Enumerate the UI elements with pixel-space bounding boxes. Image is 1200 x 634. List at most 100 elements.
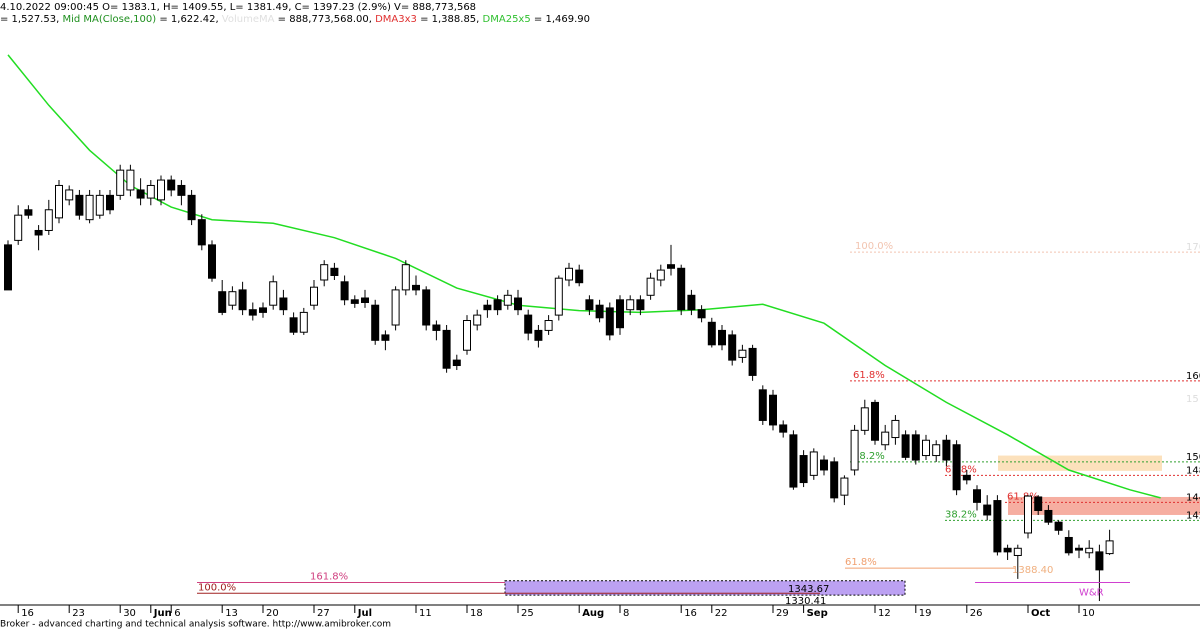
candle-body bbox=[728, 334, 737, 361]
candle-body bbox=[707, 321, 716, 346]
candle-body bbox=[248, 309, 257, 316]
candle-body bbox=[126, 169, 135, 191]
x-tick-label: Sep bbox=[807, 608, 828, 619]
candle-body bbox=[1024, 495, 1032, 534]
candle-body bbox=[687, 294, 696, 311]
candle-body bbox=[44, 209, 53, 231]
candle-body bbox=[361, 297, 369, 303]
candle-body bbox=[626, 299, 635, 311]
x-tick-label: 10 bbox=[1082, 608, 1095, 619]
header-part: = 1,622.42, bbox=[156, 14, 222, 25]
x-tick-label: 20 bbox=[266, 608, 279, 619]
header-part: VolumeMA bbox=[222, 14, 275, 25]
candle-body bbox=[911, 434, 920, 461]
candle-body bbox=[1095, 551, 1104, 571]
candle-body bbox=[830, 461, 839, 499]
candle-body bbox=[503, 294, 512, 306]
x-tick-label: 29 bbox=[776, 608, 789, 619]
candle-body bbox=[340, 281, 349, 301]
candle-body bbox=[177, 184, 186, 196]
candle-body bbox=[269, 281, 278, 306]
candle-body bbox=[656, 269, 665, 281]
candle-body bbox=[228, 291, 237, 306]
candle-body bbox=[544, 320, 553, 331]
fib-label: 100.0% bbox=[855, 241, 893, 252]
candle-body bbox=[401, 264, 410, 291]
fib-label: 38.2% bbox=[945, 509, 977, 520]
candle-body bbox=[483, 304, 492, 311]
header-part: = 1,527.53, bbox=[0, 14, 62, 25]
candle-body bbox=[748, 347, 757, 376]
candle-body bbox=[667, 264, 675, 269]
candle-body bbox=[208, 244, 216, 279]
candle-body bbox=[840, 477, 849, 496]
candle-body bbox=[350, 299, 359, 304]
x-tick-label: Jul bbox=[357, 608, 372, 619]
candle-body bbox=[769, 394, 777, 426]
candle-body bbox=[65, 189, 74, 201]
candle-body bbox=[881, 431, 890, 446]
x-tick-label: 25 bbox=[521, 608, 534, 619]
wr-label: W&R bbox=[1079, 587, 1104, 598]
candle-body bbox=[605, 307, 614, 336]
header-part: DMA3x3 bbox=[375, 14, 417, 25]
x-tick-label: 22 bbox=[715, 608, 728, 619]
candle-body bbox=[259, 307, 267, 313]
candle-body bbox=[289, 317, 298, 333]
candle-body bbox=[442, 329, 451, 369]
x-tick-label: 13 bbox=[225, 608, 238, 619]
candle-body bbox=[697, 309, 706, 319]
candle-body bbox=[1034, 496, 1043, 511]
axis-fragment: 148 bbox=[1186, 465, 1200, 476]
candle-body bbox=[24, 209, 33, 216]
axis-fragment: 144 bbox=[1186, 492, 1200, 503]
x-tick-label: 26 bbox=[970, 608, 983, 619]
candle-body bbox=[1013, 547, 1022, 556]
candle-body bbox=[371, 304, 380, 341]
candle-body bbox=[55, 184, 63, 219]
candle-body bbox=[565, 267, 573, 281]
candle-body bbox=[1064, 536, 1073, 554]
candle-body bbox=[238, 289, 247, 311]
candle-body bbox=[14, 214, 23, 241]
header-part: = 1,388.85, bbox=[417, 14, 483, 25]
x-tick-label: 19 bbox=[919, 608, 932, 619]
candle-body bbox=[299, 311, 308, 333]
candle-body bbox=[758, 389, 767, 421]
candle-body bbox=[616, 299, 624, 329]
fib-label: 38.2% bbox=[853, 451, 885, 462]
candle-body bbox=[218, 291, 227, 313]
axis-fragment: 15 bbox=[1186, 394, 1199, 405]
candle-body bbox=[432, 324, 441, 331]
header-part: DMA25x5 bbox=[483, 14, 531, 25]
header-part: = 888,773,568.00, bbox=[274, 14, 375, 25]
candle-body bbox=[330, 267, 339, 276]
x-tick-label: Oct bbox=[1031, 608, 1050, 619]
candle-body bbox=[412, 284, 420, 291]
fib-label: 61.8% bbox=[1007, 491, 1039, 502]
header-line2: = 1,527.53, Mid MA(Close,100) = 1,622.42… bbox=[0, 14, 590, 25]
fib-label: 61.8% bbox=[853, 370, 885, 381]
candle-body bbox=[534, 329, 543, 341]
candle-body bbox=[799, 455, 808, 484]
candle-body bbox=[922, 439, 930, 457]
x-tick-label: 18 bbox=[470, 608, 483, 619]
x-tick-label: 27 bbox=[317, 608, 330, 619]
x-tick-label: 30 bbox=[123, 608, 136, 619]
fib-label: 61.8% bbox=[845, 557, 877, 568]
axis-fragment: 170 bbox=[1186, 242, 1200, 253]
candle-body bbox=[901, 434, 910, 458]
candle-body bbox=[942, 439, 951, 461]
price-label: 1388.40 bbox=[1012, 565, 1053, 576]
fib-label: 61.8% bbox=[945, 464, 977, 475]
x-tick-label: 23 bbox=[72, 608, 85, 619]
candle-body bbox=[871, 401, 879, 441]
candle-body bbox=[677, 267, 686, 311]
candle-body bbox=[106, 194, 114, 211]
fib-label: 161.8% bbox=[310, 571, 348, 582]
candle-body bbox=[952, 444, 961, 491]
axis-fragment: 160 bbox=[1186, 371, 1200, 382]
candle-body bbox=[146, 184, 155, 199]
candle-body bbox=[809, 451, 818, 476]
